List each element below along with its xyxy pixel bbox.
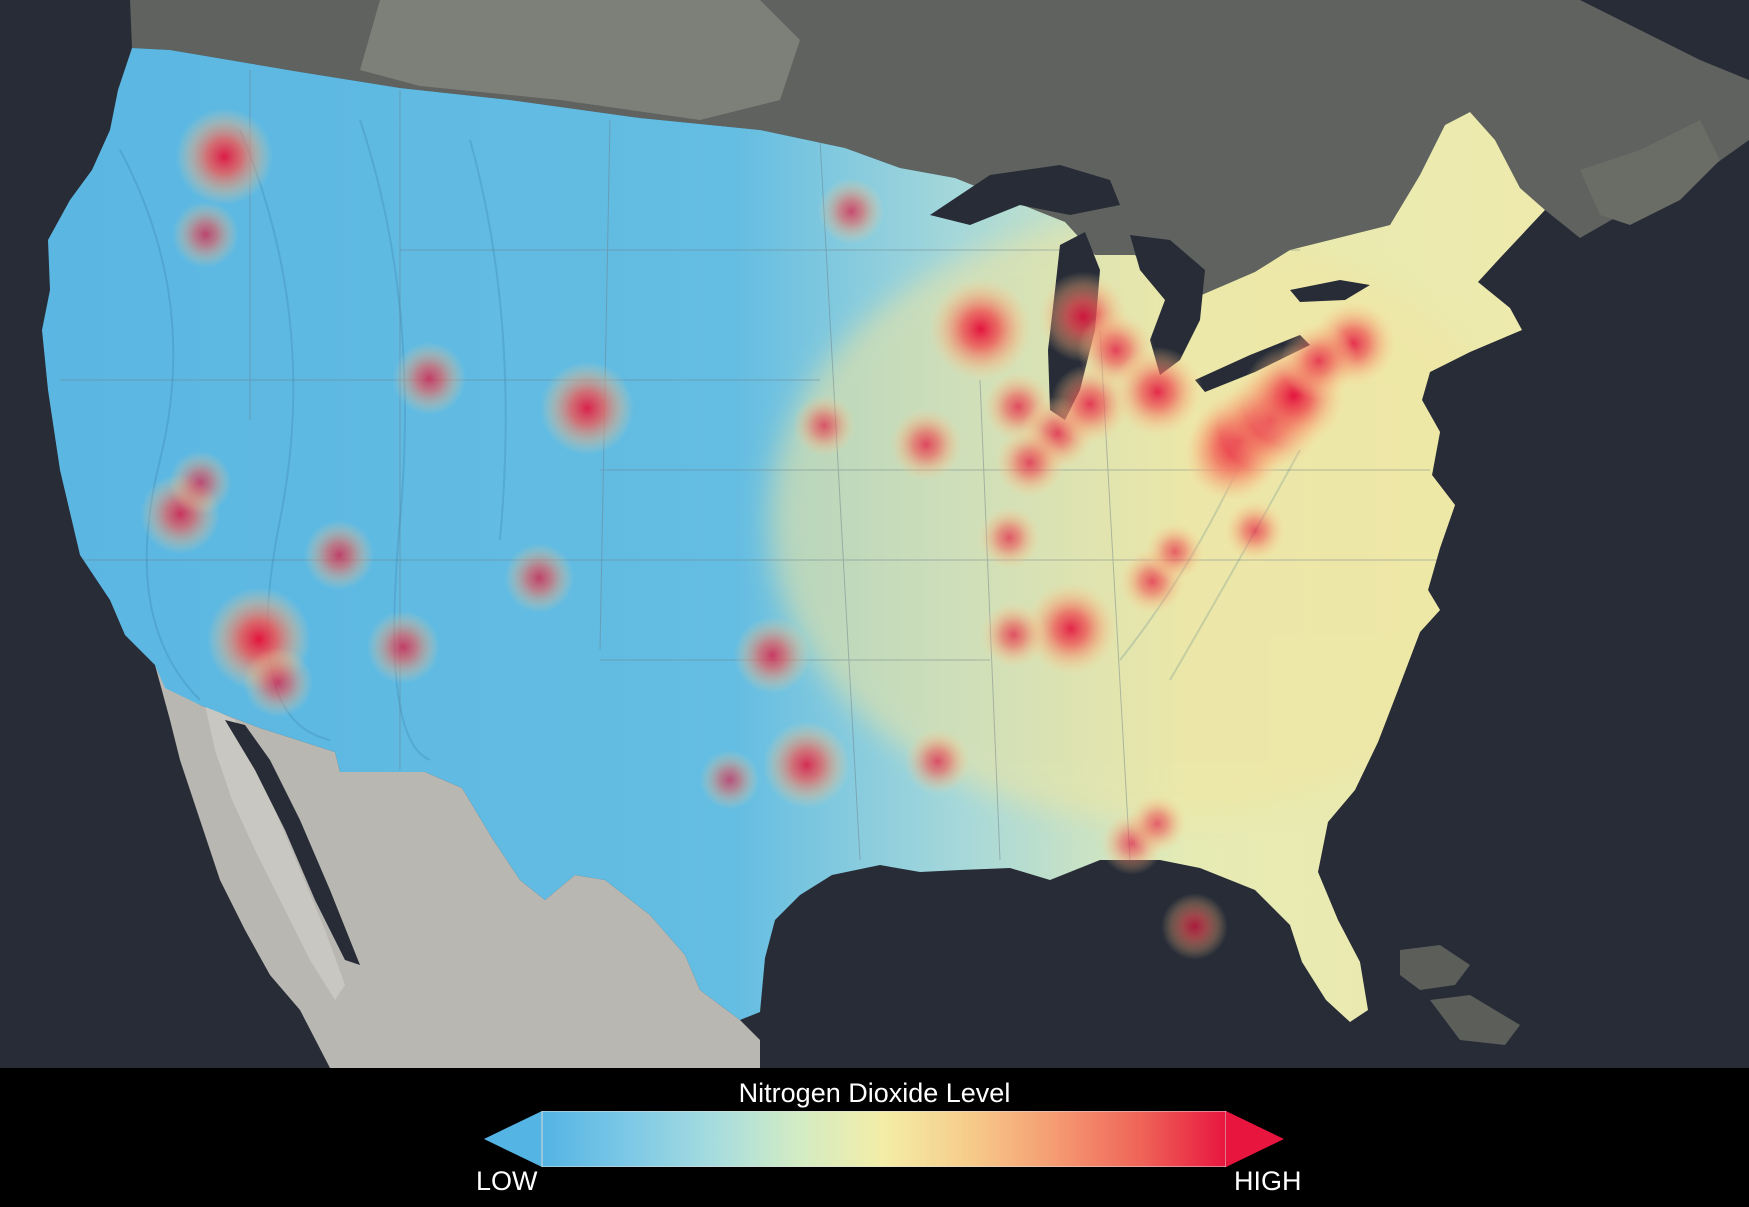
hotspot-orlando <box>1127 793 1188 854</box>
baja-peninsula <box>205 705 345 1000</box>
hotspot-st-louis <box>889 407 963 482</box>
legend: Nitrogen Dioxide Level LOW HIGH <box>0 1068 1749 1207</box>
bahamas <box>1430 995 1520 1045</box>
legend-high-arrow <box>1226 1111 1284 1167</box>
hotspot-phoenix <box>366 610 441 684</box>
lake-superior <box>930 165 1120 225</box>
hotspot-kansas-city <box>792 393 856 458</box>
hotspot-chicago <box>928 277 1033 382</box>
mexico-landmass <box>155 665 760 1068</box>
lake-ontario <box>1290 280 1370 302</box>
hotspot-greensboro <box>1144 521 1205 582</box>
legend-low-arrow <box>484 1111 542 1167</box>
hotspot-sacramento <box>168 451 232 515</box>
hotspot-miami <box>1161 893 1228 960</box>
hotspot-portland <box>172 201 239 268</box>
hotspot-hartford <box>1280 322 1358 400</box>
hotspot-birmingham <box>980 601 1047 669</box>
hotspot-atlanta <box>1024 581 1118 676</box>
hotspot-san-diego <box>242 647 313 718</box>
hotspot-denver <box>540 361 634 456</box>
hotspot-salt-lake-city <box>392 341 466 416</box>
hotspot-nashville <box>977 506 1041 570</box>
no2-hotspots <box>140 108 1397 960</box>
gulf-of-california <box>225 720 360 965</box>
hotspot-seattle <box>175 108 273 206</box>
no2-map <box>0 0 1749 1068</box>
hotspot-louisville <box>994 427 1065 498</box>
legend-high-label: HIGH <box>1234 1166 1302 1196</box>
legend-low-label: LOW <box>476 1166 538 1196</box>
hotspot-las-vegas <box>304 520 375 590</box>
hotspot-dallas <box>733 616 811 694</box>
legend-gradient-bar <box>541 1111 1227 1167</box>
legend-title: Nitrogen Dioxide Level <box>738 1078 1011 1108</box>
nova-scotia <box>1580 120 1720 225</box>
hotspot-albuquerque <box>504 543 575 614</box>
canada-west-snow <box>360 0 800 120</box>
cuba <box>1400 945 1470 990</box>
hotspot-pittsburgh <box>1112 346 1203 437</box>
hotspot-minneapolis <box>817 177 885 245</box>
lake-huron <box>1130 235 1205 375</box>
legend-color-scale <box>484 1111 1284 1167</box>
hotspot-san-antonio <box>699 749 760 810</box>
hotspot-new-orleans <box>904 728 971 795</box>
hotspot-houston <box>763 721 851 809</box>
hotspot-norfolk <box>1223 499 1287 563</box>
